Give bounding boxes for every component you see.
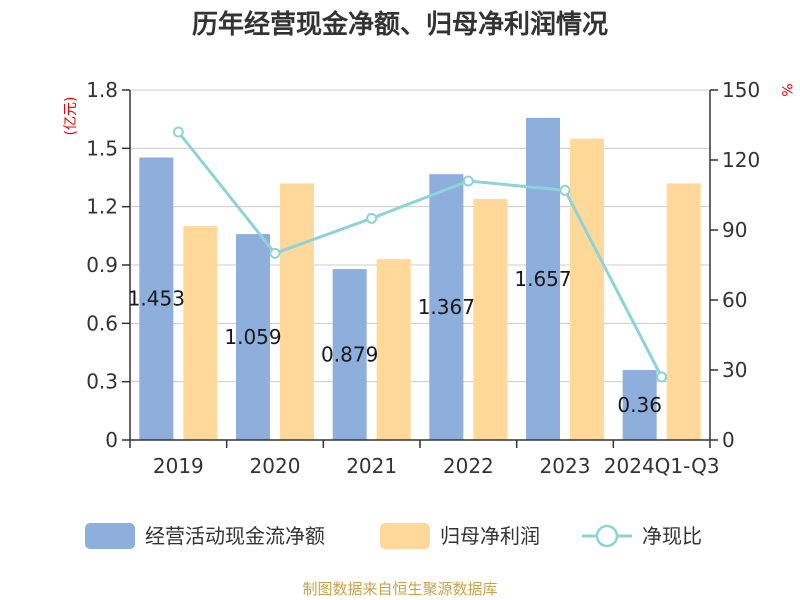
bar-net-profit (473, 198, 508, 440)
bar-operating-cash-flow (622, 370, 657, 440)
x-axis-tick-label: 2020 (250, 454, 301, 478)
bar-operating-cash-flow (139, 157, 174, 440)
chart-title: 历年经营现金净额、归母净利润情况 (192, 9, 608, 40)
left-axis-tick-label: 0 (105, 428, 118, 452)
data-label-operating-cash-flow: 0.879 (321, 343, 378, 367)
line-point-net-cash-ratio (172, 126, 184, 138)
data-label-operating-cash-flow: 1.453 (128, 287, 185, 311)
grid (130, 89, 710, 383)
x-axis-tick-label: 2021 (346, 454, 397, 478)
left-axis-unit: (亿元) (63, 97, 79, 136)
right-axis-tick-label: 30 (722, 358, 747, 382)
right-axis-tick-label: 0 (722, 428, 735, 452)
data-label-operating-cash-flow: 1.059 (224, 325, 281, 349)
legend-swatch-net-profit (380, 523, 430, 549)
right-axis-unit: % (778, 83, 794, 96)
line-point-net-cash-ratio (366, 212, 378, 224)
data-label-operating-cash-flow: 1.367 (418, 295, 475, 319)
data-label-operating-cash-flow: 0.36 (617, 393, 662, 417)
left-axis-tick-label: 1.8 (86, 78, 118, 102)
legend-swatch-operating-cash-flow (85, 523, 135, 549)
bar-net-profit (280, 183, 314, 441)
x-axis-tick-label: 2024Q1-Q3 (604, 454, 720, 478)
right-axis-tick-label: 90 (722, 218, 747, 242)
bar-net-profit (183, 226, 218, 440)
line-point-net-cash-ratio (559, 184, 571, 196)
bar-net-profit (376, 259, 411, 440)
bar-operating-cash-flow (526, 117, 560, 441)
bar-series (139, 117, 701, 441)
line-net-cash-ratio (177, 131, 663, 378)
line-point-net-cash-ratio (269, 247, 281, 259)
legend-label-operating-cash-flow: 经营活动现金流净额 (145, 524, 325, 548)
right-axis-tick-label: 60 (722, 288, 747, 312)
bar-operating-cash-flow (429, 174, 464, 440)
x-axis-tick-label: 2023 (540, 454, 591, 478)
x-axis-tick-label: 2019 (153, 454, 204, 478)
left-axis-tick-label: 1.5 (86, 136, 118, 160)
legend-marker-net-cash-ratio (595, 524, 619, 548)
legend[interactable]: 经营活动现金流净额 归母净利润 净现比 (85, 523, 702, 549)
legend-label-net-profit: 归母净利润 (440, 524, 540, 548)
bar-net-profit (570, 138, 604, 440)
right-axis-tick-label: 120 (722, 148, 760, 172)
line-series (172, 126, 668, 383)
line-point-net-cash-ratio (656, 371, 668, 383)
left-axis-tick-label: 0.3 (86, 370, 118, 394)
x-axis-tick-label: 2022 (443, 454, 494, 478)
axes: 0 0.3 0.6 0.9 1.2 1.5 1.8 0 30 60 90 120 150 2019 2020… (86, 78, 760, 478)
left-axis-tick-label: 0.9 (86, 253, 118, 277)
line-point-net-cash-ratio (462, 175, 474, 187)
right-axis-tick-label: 150 (722, 78, 760, 102)
data-label-operating-cash-flow: 1.657 (514, 267, 571, 291)
data-labels: 1.453 1.059 0.879 1.367 1.657 0.36 (128, 267, 662, 417)
left-axis-tick-label: 0.6 (86, 311, 118, 335)
bar-net-profit (666, 183, 701, 441)
source-note: 制图数据来自恒生聚源数据库 (302, 580, 497, 598)
left-axis-tick-label: 1.2 (86, 195, 118, 219)
bar-operating-cash-flow (332, 269, 367, 440)
bar-operating-cash-flow (236, 234, 270, 440)
legend-label-net-cash-ratio: 净现比 (642, 524, 702, 548)
